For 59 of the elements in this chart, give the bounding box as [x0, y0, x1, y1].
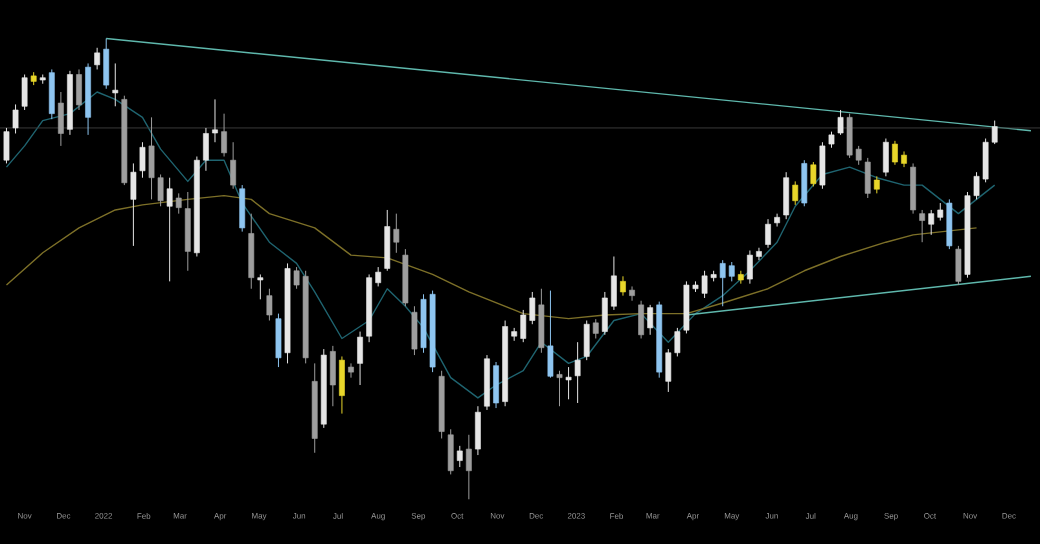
candlestick — [139, 141, 146, 179]
candlestick — [402, 248, 409, 307]
candlestick — [919, 209, 926, 243]
candlestick — [230, 141, 237, 190]
candlestick — [329, 345, 336, 407]
candlestick — [103, 38, 110, 90]
candlestick — [130, 162, 137, 247]
candlestick — [629, 285, 635, 302]
candlestick — [810, 161, 817, 187]
candlestick — [638, 300, 644, 339]
candlestick — [538, 288, 545, 354]
candlestick — [801, 159, 808, 207]
candlestick — [21, 74, 28, 111]
candlestick — [248, 213, 255, 290]
candlestick — [384, 209, 391, 272]
candlestick — [792, 180, 799, 206]
candlestick — [447, 428, 454, 475]
candlestick — [774, 213, 780, 228]
candlestick — [166, 177, 173, 282]
candlestick — [221, 113, 227, 158]
candlestick — [94, 47, 101, 70]
candlestick — [456, 445, 463, 468]
candlestick — [411, 305, 418, 356]
candlestick — [910, 162, 916, 215]
candlestick — [184, 191, 191, 272]
candlestick — [556, 370, 563, 407]
candlestick — [882, 138, 889, 177]
candlestick — [475, 405, 481, 456]
candlestick — [647, 304, 654, 336]
candlestick — [819, 141, 826, 190]
candlestick — [583, 320, 590, 361]
candlestick — [393, 213, 400, 254]
candlestick — [3, 127, 10, 164]
candlestick — [57, 91, 64, 147]
candlestick — [339, 355, 345, 415]
candlestick — [864, 157, 871, 199]
candlestick — [493, 361, 499, 409]
candlestick — [765, 218, 771, 249]
candlestick — [484, 354, 490, 411]
candlestick — [783, 171, 790, 220]
candlestick — [266, 288, 273, 322]
candlestick — [239, 184, 246, 233]
candlestick — [175, 192, 182, 215]
candlestick — [547, 290, 554, 379]
candlestick — [565, 366, 572, 400]
candlestick — [592, 318, 599, 339]
candlestick — [837, 109, 844, 136]
candlestick — [574, 341, 581, 404]
candlestick — [48, 68, 55, 120]
candlestick — [257, 273, 264, 300]
candlestick — [275, 313, 282, 368]
candlestick — [76, 68, 82, 111]
candlestick — [348, 362, 354, 379]
candlestick — [465, 434, 472, 500]
candlestick — [946, 198, 953, 250]
candlestick — [955, 245, 962, 286]
candlestick — [620, 275, 626, 297]
candlestick — [112, 62, 119, 107]
candlestick — [12, 103, 19, 134]
